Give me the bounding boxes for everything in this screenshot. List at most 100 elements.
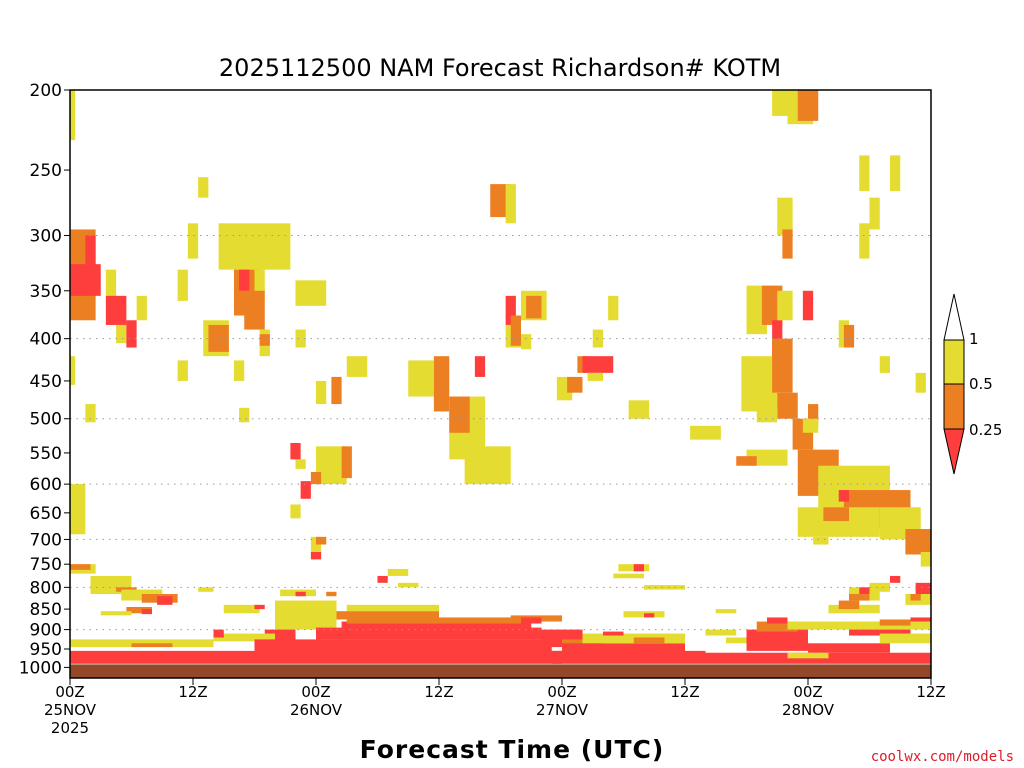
ri-cell-orange-84 <box>823 507 849 522</box>
ri-cell-red-129 <box>70 650 562 664</box>
ri-cell-yellow-11 <box>70 484 86 535</box>
y-tick-label-700: 700 <box>30 530 62 550</box>
plot-area <box>69 89 932 679</box>
ri-cell-red-108 <box>157 596 173 605</box>
ri-cell-red-29 <box>290 442 301 460</box>
ri-cell-orange-73 <box>808 404 819 426</box>
ri-cell-orange-163 <box>838 600 860 610</box>
ri-cell-yellow-70 <box>777 290 793 321</box>
ri-cell-orange-23 <box>259 334 270 346</box>
ri-cell-yellow-65 <box>741 356 778 412</box>
ri-cell-yellow-123 <box>275 600 337 630</box>
y-tick-label-250: 250 <box>30 161 62 181</box>
ri-cell-yellow-149 <box>705 629 737 636</box>
ri-cell-yellow-95 <box>859 223 870 259</box>
ri-cell-red-142 <box>603 631 624 636</box>
ri-cell-red-153 <box>746 629 808 651</box>
x-axis-label: Forecast Time (UTC) <box>360 735 665 764</box>
ri-cell-red-128 <box>254 604 265 610</box>
ri-cell-yellow-33 <box>346 356 368 377</box>
ri-cell-yellow-49 <box>505 184 516 224</box>
y-tick-label-350: 350 <box>30 282 62 302</box>
ri-cell-orange-90 <box>797 90 819 121</box>
x-tick-label-60-0: 12Z <box>670 683 699 701</box>
ri-cell-yellow-30 <box>295 459 306 469</box>
ri-cell-red-155 <box>767 617 788 624</box>
ri-cell-red-50 <box>505 295 516 325</box>
legend-bin-red <box>943 428 965 475</box>
ri-cell-orange-109 <box>126 606 152 614</box>
ri-cell-orange-99 <box>843 324 855 348</box>
ri-cell-red-135 <box>521 617 542 624</box>
ri-cell-orange-122 <box>326 591 337 597</box>
ri-cell-red-68 <box>772 320 783 357</box>
ri-cell-orange-105 <box>116 587 137 592</box>
ri-cell-orange-103 <box>70 564 91 570</box>
ri-cell-red-144 <box>644 613 655 618</box>
ri-cell-yellow-172 <box>787 652 829 659</box>
ri-cell-red-121 <box>295 591 306 597</box>
ri-cell-yellow-27 <box>239 407 250 423</box>
legend-label-1: 1 <box>969 330 979 348</box>
ri-cell-red-3 <box>85 235 96 276</box>
ri-cell-yellow-0 <box>70 90 76 141</box>
x-tick-label-0-1: 25NOV <box>44 701 97 719</box>
x-tick-label-0-0: 00Z <box>55 683 84 701</box>
ri-cell-red-146 <box>633 564 644 572</box>
ri-cell-orange-166 <box>849 594 870 601</box>
y-tick-label-650: 650 <box>30 504 62 524</box>
legend-label-0-5: 0.5 <box>969 375 993 393</box>
ri-cell-orange-141 <box>633 637 665 644</box>
ri-cell-yellow-72 <box>756 407 778 423</box>
x-tick-label-84-0: 12Z <box>916 683 945 701</box>
y-tick-label-1000: 1000 <box>19 658 62 678</box>
ri-cell-yellow-119 <box>387 568 409 576</box>
ri-cell-orange-114 <box>131 643 173 648</box>
ri-cell-red-118 <box>377 575 388 583</box>
ri-cell-yellow-25 <box>177 360 188 381</box>
ri-cell-yellow-91 <box>772 90 788 116</box>
ri-cell-red-82 <box>838 490 849 502</box>
ri-cell-red-74 <box>802 290 814 321</box>
ri-cell-red-158 <box>849 629 911 636</box>
ri-cell-yellow-94 <box>869 197 880 230</box>
ri-cell-yellow-156 <box>787 621 931 630</box>
ri-cell-yellow-19 <box>177 269 188 301</box>
ri-cell-red-157 <box>808 643 890 653</box>
ri-cell-yellow-14 <box>218 223 291 270</box>
ri-cell-yellow-10 <box>85 404 96 423</box>
y-tick-label-400: 400 <box>30 330 62 350</box>
ri-cell-red-7 <box>126 320 137 348</box>
ri-cell-yellow-35 <box>316 380 327 405</box>
ri-cell-orange-45 <box>449 396 470 433</box>
y-axis: 200 250 300 350 400 450 500 550 600 650 700 750 8008… <box>19 81 70 678</box>
legend-bin-yellow <box>943 339 965 385</box>
ri-cell-orange-54 <box>510 315 521 346</box>
y-tick-label-300: 300 <box>30 226 62 246</box>
ri-cell-yellow-8 <box>136 295 147 321</box>
ri-cell-yellow-9 <box>70 356 76 385</box>
ri-cell-yellow-147 <box>613 573 644 579</box>
ri-cell-yellow-26 <box>234 360 245 381</box>
ri-cell-yellow-64 <box>690 425 721 440</box>
x-tick-label-48-1: 27NOV <box>536 701 589 719</box>
below-ground-area <box>70 664 931 678</box>
legend-label-0-25: 0.25 <box>969 421 1002 439</box>
y-tick-label-950: 950 <box>30 640 62 660</box>
y-tick-label-550: 550 <box>30 444 62 464</box>
x-tick-label-72-1: 28NOV <box>782 701 835 719</box>
y-tick-label-800: 800 <box>30 578 62 598</box>
ri-cell-yellow-38 <box>290 504 301 519</box>
ri-cell-yellow-6 <box>116 324 127 344</box>
ri-cell-yellow-17 <box>254 269 265 301</box>
x-tick-label-24-0: 00Z <box>301 683 330 701</box>
ri-cell-yellow-115 <box>346 604 439 612</box>
credit-text: coolwx.com/models <box>871 749 1014 765</box>
ri-cell-yellow-93 <box>890 155 901 191</box>
ri-cell-orange-97 <box>782 229 793 259</box>
ri-cell-yellow-4 <box>105 269 117 301</box>
ri-cell-orange-34 <box>331 376 342 405</box>
ri-cell-yellow-62 <box>608 295 619 321</box>
